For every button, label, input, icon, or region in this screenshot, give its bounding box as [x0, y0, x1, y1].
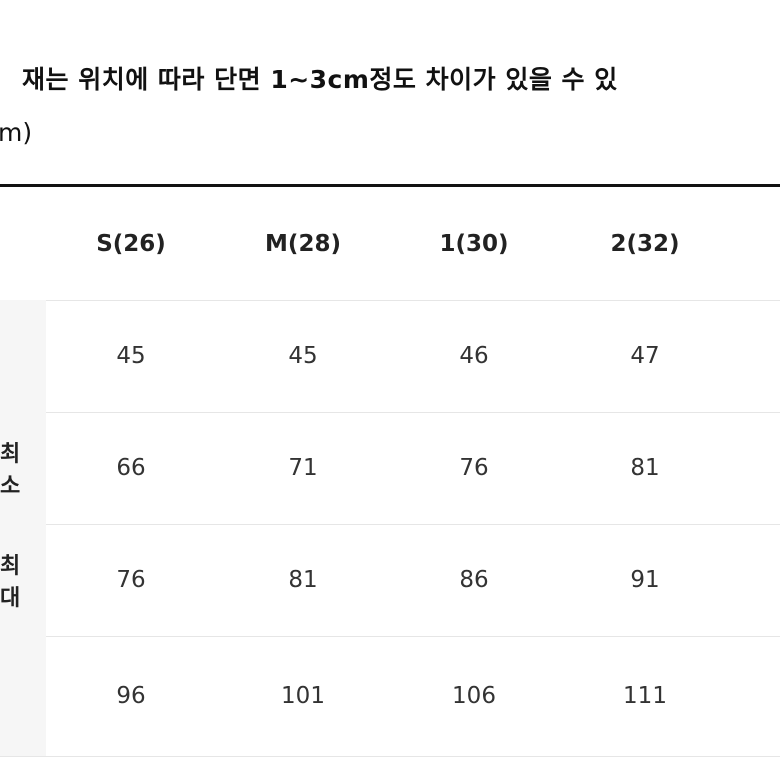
table-row: 96 101 106 111: [0, 636, 780, 757]
cell-value: 111: [623, 683, 667, 709]
row-label-cell: 최대: [0, 524, 46, 636]
cell-value: 86: [459, 567, 489, 593]
cell-value: 106: [452, 683, 496, 709]
header-row: S(26) M(28) 1(30) 2(32): [0, 187, 780, 301]
cell-value: 71: [288, 455, 318, 481]
column-header: 2(32): [610, 230, 680, 257]
cell-value: 101: [281, 683, 325, 709]
cell-value: 91: [630, 567, 660, 593]
table-row: 최소 66 71 76 81: [0, 412, 780, 525]
cell-value: 45: [288, 343, 318, 369]
table-row: 최대 76 81 86 91: [0, 524, 780, 637]
column-header: 1(30): [439, 230, 509, 257]
cell-value: 96: [116, 683, 146, 709]
cell-value: 66: [116, 455, 146, 481]
cell-value: 45: [116, 343, 146, 369]
column-header: S(26): [96, 230, 166, 257]
unit: m): [0, 118, 33, 147]
title: 재는 위치에 따라 단면 1~3cm정도 차이가 있을 수 있: [22, 65, 618, 94]
row-label-cell: [0, 300, 46, 412]
row-label: 최소: [0, 442, 21, 499]
cell-value: 76: [459, 455, 489, 481]
table-rule: [0, 184, 780, 187]
column-header: M(28): [265, 230, 341, 257]
cell-value: 46: [459, 343, 489, 369]
row-label-cell: 최소: [0, 412, 46, 524]
cell-value: 47: [630, 343, 660, 369]
cell-value: 81: [288, 567, 318, 593]
table-row: 45 45 46 47: [0, 300, 780, 413]
cell-value: 81: [630, 455, 660, 481]
cell-value: 76: [116, 567, 146, 593]
row-label: 최대: [0, 554, 21, 611]
row-label-cell: [0, 636, 46, 756]
